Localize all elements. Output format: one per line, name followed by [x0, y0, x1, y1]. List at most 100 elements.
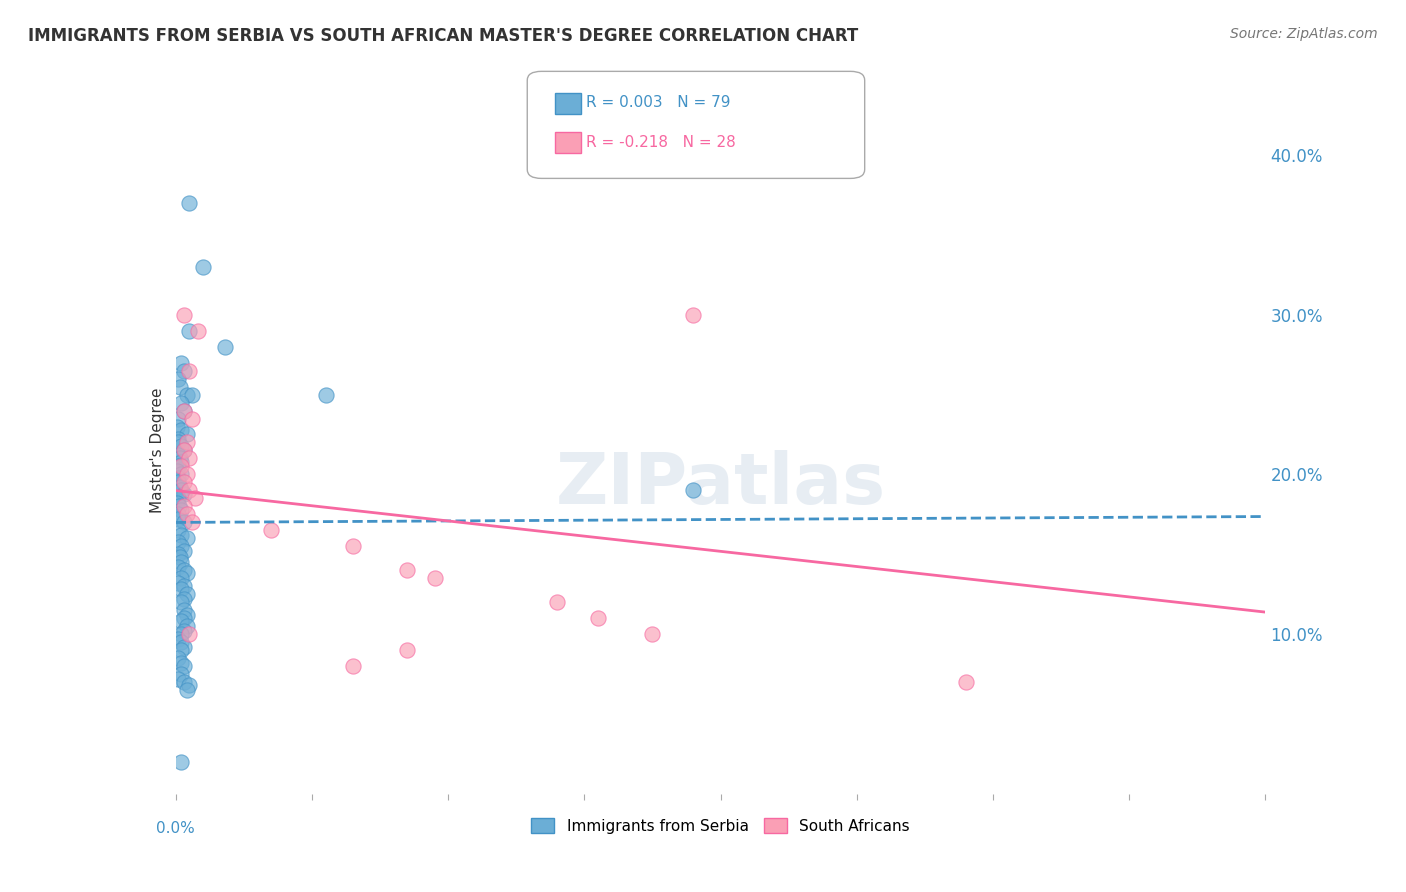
Point: [173, 443, 195, 458]
Point: [179, 324, 201, 338]
Point: [173, 363, 195, 377]
Point: [176, 531, 198, 545]
Text: Source: ZipAtlas.com: Source: ZipAtlas.com: [1230, 27, 1378, 41]
Point: [170, 643, 193, 657]
Text: R = 0.003   N = 79: R = 0.003 N = 79: [586, 95, 731, 110]
Point: [167, 500, 190, 514]
Point: [167, 524, 190, 538]
Point: [170, 439, 193, 453]
Point: [176, 387, 198, 401]
Point: [170, 539, 193, 553]
Point: [181, 411, 204, 425]
Point: [167, 448, 190, 462]
Text: IMMIGRANTS FROM SERBIA VS SOUTH AFRICAN MASTER'S DEGREE CORRELATION CHART: IMMIGRANTS FROM SERBIA VS SOUTH AFRICAN …: [28, 27, 859, 45]
Point: [176, 587, 198, 601]
Point: [167, 560, 190, 574]
Point: [179, 678, 201, 692]
Point: [179, 451, 201, 466]
Point: [176, 566, 198, 581]
Point: [167, 432, 190, 446]
Point: [586, 611, 609, 625]
Point: [166, 419, 188, 434]
Point: [173, 403, 195, 417]
Point: [173, 563, 195, 577]
Point: [170, 635, 193, 649]
Text: ZIPatlas: ZIPatlas: [555, 450, 886, 519]
Point: [173, 592, 195, 607]
Point: [170, 627, 193, 641]
Point: [170, 459, 193, 474]
Point: [167, 491, 190, 506]
Point: [396, 563, 419, 577]
Point: [173, 308, 195, 322]
Point: [546, 595, 568, 609]
Point: [167, 547, 190, 561]
Point: [170, 483, 193, 498]
Point: [315, 387, 337, 401]
Point: [170, 656, 193, 670]
Point: [170, 356, 193, 370]
Point: [955, 675, 977, 690]
Point: [170, 571, 193, 585]
Point: [170, 528, 193, 542]
Point: [167, 672, 190, 686]
Point: [170, 667, 193, 681]
Point: [167, 435, 190, 450]
Point: [169, 451, 191, 466]
Point: [173, 443, 195, 458]
Point: [260, 524, 283, 538]
Point: [170, 455, 193, 469]
Point: [170, 755, 193, 769]
Text: R = -0.218   N = 28: R = -0.218 N = 28: [586, 136, 737, 150]
Point: [186, 324, 209, 338]
Point: [170, 423, 193, 437]
Point: [176, 508, 198, 522]
Point: [167, 470, 190, 484]
Point: [173, 675, 195, 690]
Point: [181, 387, 204, 401]
Point: [170, 395, 193, 409]
Point: [179, 627, 201, 641]
Point: [170, 595, 193, 609]
Point: [176, 435, 198, 450]
Point: [173, 516, 195, 530]
Point: [169, 550, 191, 565]
Point: [176, 607, 198, 622]
Point: [179, 483, 201, 498]
Point: [173, 579, 195, 593]
Point: [170, 582, 193, 597]
Point: [173, 486, 195, 500]
Point: [682, 483, 704, 498]
Point: [682, 308, 704, 322]
Point: [176, 427, 198, 442]
Point: [176, 467, 198, 482]
Point: [173, 475, 195, 490]
Point: [167, 534, 190, 549]
Point: [184, 491, 207, 506]
Point: [167, 632, 190, 646]
Point: [167, 371, 190, 385]
Point: [423, 571, 446, 585]
Point: [167, 651, 190, 665]
Point: [173, 611, 195, 625]
Point: [191, 260, 214, 274]
Text: 0.0%: 0.0%: [156, 822, 195, 837]
Point: [169, 379, 191, 393]
Legend: Immigrants from Serbia, South Africans: Immigrants from Serbia, South Africans: [524, 810, 917, 841]
Point: [173, 659, 195, 673]
Point: [181, 516, 204, 530]
Point: [176, 683, 198, 698]
Point: [641, 627, 664, 641]
Point: [169, 480, 191, 494]
Point: [173, 500, 195, 514]
Point: [342, 659, 364, 673]
Point: [173, 624, 195, 638]
Point: [170, 467, 193, 482]
Point: [214, 340, 236, 354]
Point: [179, 363, 201, 377]
Point: [173, 403, 195, 417]
Point: [176, 619, 198, 633]
Point: [167, 459, 190, 474]
Point: [179, 195, 201, 210]
Point: [167, 475, 190, 490]
